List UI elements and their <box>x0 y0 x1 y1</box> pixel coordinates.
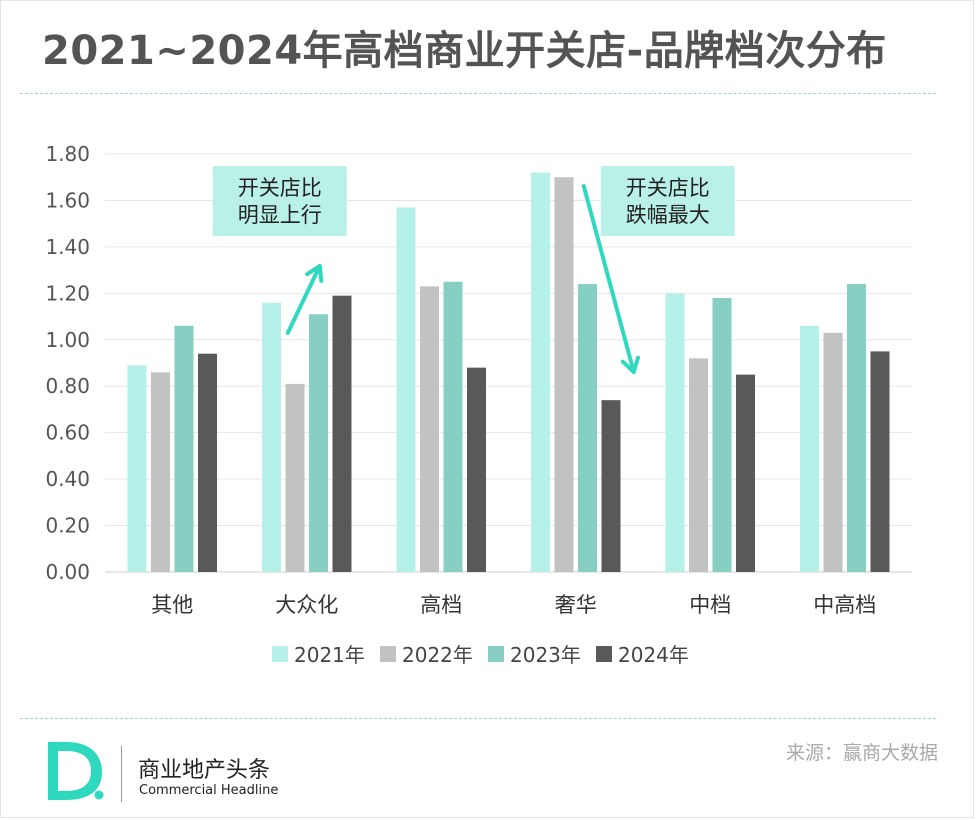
bar <box>870 351 890 572</box>
bar <box>420 286 439 572</box>
legend-swatch <box>380 646 396 662</box>
bar <box>800 325 819 572</box>
bar <box>396 207 416 572</box>
annotation-arrow-head <box>620 355 641 374</box>
y-tick-label: 0.60 <box>45 421 90 445</box>
bar <box>443 281 463 572</box>
legend-label: 2024年 <box>618 643 689 667</box>
y-tick-label: 0.20 <box>45 514 90 538</box>
x-category-label: 奢华 <box>555 593 597 617</box>
legend-swatch <box>272 646 288 662</box>
y-tick-label: 0.00 <box>45 560 90 584</box>
x-category-label: 高档 <box>420 593 462 617</box>
annotation-arrow-shaft <box>285 264 322 335</box>
bar <box>467 367 486 572</box>
y-tick-label: 1.00 <box>45 328 90 352</box>
x-category-label: 中高档 <box>813 593 876 617</box>
annotation-arrow-shaft <box>581 184 636 374</box>
logo-separator <box>121 746 122 802</box>
source-note: 来源：赢商大数据 <box>785 742 938 764</box>
bar <box>578 284 597 572</box>
bar-chart: 0.00 0.20 0.40 0.60 0.80 1.00 1.20 1.40 1.60 1.80… <box>45 142 912 667</box>
footer-divider <box>20 718 936 719</box>
annotation-box <box>212 166 347 236</box>
annotation-arrow-head <box>305 264 324 283</box>
bar <box>531 172 550 573</box>
y-tick-label: 1.80 <box>45 142 90 166</box>
bar <box>712 297 732 572</box>
annotation-text: 开关店比 <box>626 176 710 200</box>
bar <box>601 400 621 572</box>
annotation-box <box>600 166 735 236</box>
legend-label: 2023年 <box>510 643 581 667</box>
y-tick-label: 0.40 <box>45 467 90 491</box>
x-category-label: 大众化 <box>275 593 338 617</box>
bar <box>127 365 147 572</box>
legend-label: 2022年 <box>402 643 473 667</box>
y-tick-label: 0.80 <box>45 374 90 398</box>
bar <box>174 325 194 572</box>
y-tick-label: 1.60 <box>45 188 90 212</box>
bar <box>198 353 217 572</box>
annotation-text: 跌幅最大 <box>626 203 710 227</box>
legend-swatch <box>596 646 612 662</box>
bar <box>847 284 866 572</box>
brand-name-cn: 商业地产头条 <box>138 758 271 783</box>
title-divider <box>20 93 936 94</box>
bar <box>332 295 352 572</box>
bar <box>736 374 755 572</box>
bar <box>262 302 281 572</box>
bar <box>823 332 843 572</box>
chart-title: 2021~2024年高档商业开关店-品牌档次分布 <box>42 28 887 74</box>
x-category-label: 中档 <box>689 593 731 617</box>
bar <box>151 372 170 572</box>
legend-swatch <box>488 646 504 662</box>
legend-label: 2021年 <box>294 643 365 667</box>
y-tick-label: 1.40 <box>45 235 90 259</box>
x-category-label: 其他 <box>151 593 193 617</box>
bar <box>285 383 305 572</box>
annotation-text: 开关店比 <box>238 176 322 200</box>
bar <box>665 293 685 572</box>
bar <box>689 358 708 572</box>
annotation-text: 明显上行 <box>238 203 322 227</box>
bar <box>309 314 328 572</box>
y-tick-label: 1.20 <box>45 281 90 305</box>
brand-name-en: Commercial Headline <box>139 783 279 798</box>
logo-d-icon <box>48 742 104 800</box>
bar <box>554 177 574 572</box>
